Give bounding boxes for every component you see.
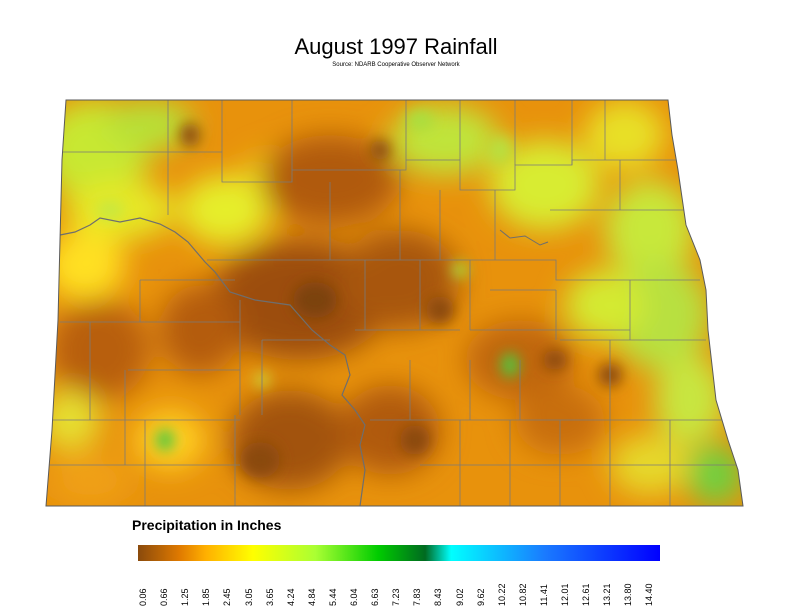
- legend-tick-label: 12.61: [581, 583, 592, 606]
- legend-tick-label: 11.41: [538, 584, 549, 606]
- legend-tick-label: 8.43: [433, 588, 444, 606]
- legend-tick-label: 13.21: [602, 583, 613, 606]
- legend-tick-label: 14.40: [644, 583, 655, 606]
- legend-tick-label: 10.82: [517, 583, 528, 606]
- legend-tick-label: 4.24: [285, 588, 296, 606]
- legend-title: Precipitation in Inches: [132, 517, 282, 533]
- county-boundaries: [48, 100, 743, 506]
- state-outline: [45, 99, 744, 507]
- legend-tick-label: 4.84: [306, 588, 317, 606]
- legend-tick-label: 12.01: [560, 583, 570, 606]
- legend-tick-label: 6.04: [349, 588, 359, 606]
- legend-tick-label: 0.06: [138, 588, 148, 606]
- legend-tick-labels: 0.06 0.66 1.25 1.85 2.45 3.05 3.65 4.24 4.84 5.44…: [138, 566, 660, 606]
- legend-tick-label: 6.63: [370, 588, 381, 606]
- rainfall-map: [45, 99, 744, 507]
- map-title: August 1997 Rainfall: [294, 34, 498, 59]
- legend-tick-label: 1.85: [201, 588, 212, 606]
- legend-tick-label: 5.44: [327, 588, 338, 606]
- legend-tick-label: 3.65: [264, 588, 275, 606]
- precip-surface: [46, 100, 743, 506]
- sheyenne-river: [499, 229, 549, 246]
- map-source: Source: NDARB Cooperative Observer Netwo…: [332, 62, 460, 68]
- legend-tick-label: 7.23: [391, 588, 402, 606]
- legend-tick-label: 0.66: [159, 588, 170, 606]
- legend-tick-label: 9.02: [454, 588, 465, 606]
- legend-tick-label: 3.05: [243, 588, 254, 606]
- legend-tick-label: 7.83: [412, 588, 423, 606]
- missouri-river: [59, 217, 366, 507]
- legend-tick-label: 1.25: [180, 588, 191, 606]
- legend-color-bar: [138, 545, 660, 561]
- legend-tick-label: 9.62: [475, 588, 486, 606]
- legend-tick-label: 10.22: [496, 583, 507, 606]
- legend-tick-label: 13.80: [623, 583, 634, 606]
- legend-tick-label: 2.45: [222, 588, 233, 606]
